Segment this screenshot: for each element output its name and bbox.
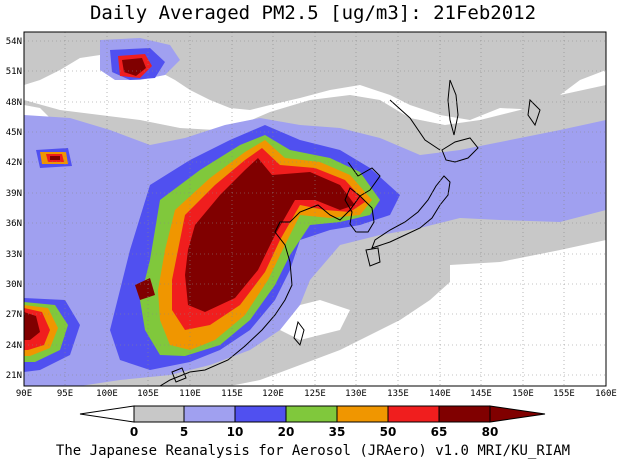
legend-label: 5 <box>180 425 188 439</box>
x-tick-label: 140E <box>429 389 451 399</box>
legend-label: 80 <box>482 425 499 439</box>
y-axis-labels: 21N 24N 27N 30N 33N 36N 39N 42N 45N 48N … <box>6 37 22 381</box>
x-tick-label: 115E <box>221 389 243 399</box>
legend-swatch <box>234 405 287 423</box>
y-tick-label: 36N <box>6 219 22 229</box>
y-tick-label: 54N <box>6 37 22 47</box>
legend-label: 20 <box>278 425 295 439</box>
x-tick-label: 105E <box>137 389 159 399</box>
china-coast <box>159 161 381 386</box>
sakhalin <box>447 79 459 136</box>
x-axis-labels: 90E 95E 100E 105E 110E 115E 120E 125E 13… <box>16 389 617 399</box>
coastlines <box>159 79 541 386</box>
legend-label: 65 <box>431 425 448 439</box>
japan-kyushu <box>365 247 381 267</box>
x-tick-label: 130E <box>345 389 367 399</box>
hainan <box>171 367 187 383</box>
japan-hokkaido <box>441 137 479 163</box>
credit-text: The Japanese Reanalysis for Aerosol (JRA… <box>55 443 571 459</box>
korea-coast <box>344 187 375 233</box>
gridlines <box>24 32 606 386</box>
y-tick-label: 39N <box>6 189 22 199</box>
legend-label: 0 <box>130 425 138 439</box>
y-tick-label: 48N <box>6 98 22 108</box>
x-tick-label: 155E <box>553 389 575 399</box>
legend-label: 35 <box>329 425 346 439</box>
x-tick-label: 100E <box>96 389 118 399</box>
y-tick-label: 33N <box>6 250 22 260</box>
legend-label: 10 <box>227 425 244 439</box>
x-tick-label: 160E <box>595 389 617 399</box>
x-tick-label: 120E <box>262 389 284 399</box>
japan-honshu <box>371 175 451 249</box>
color-legend <box>79 405 546 423</box>
legend-labels: 0 5 10 20 35 50 65 80 <box>130 425 499 439</box>
x-tick-label: 125E <box>304 389 326 399</box>
legend-swatch <box>387 405 440 423</box>
map-title: Daily Averaged PM2.5 [ug/m3]: 21Feb2012 <box>89 2 537 24</box>
legend-swatch <box>183 405 236 423</box>
contour-0-5 <box>24 105 606 386</box>
legend-swatch <box>285 405 338 423</box>
y-tick-label: 51N <box>6 67 22 77</box>
x-tick-label: 90E <box>16 389 32 399</box>
contour-80-plus <box>24 58 355 340</box>
plot-frame <box>23 31 607 387</box>
y-tick-label: 27N <box>6 310 22 320</box>
legend-label: 50 <box>380 425 397 439</box>
y-tick-label: 42N <box>6 158 22 168</box>
legend-swatch <box>133 405 185 423</box>
y-tick-label: 24N <box>6 341 22 351</box>
legend-swatch <box>336 405 389 423</box>
x-tick-label: 150E <box>512 389 534 399</box>
y-tick-label: 30N <box>6 280 22 290</box>
x-tick-label: 110E <box>179 389 201 399</box>
x-tick-label: 135E <box>387 389 409 399</box>
y-tick-label: 21N <box>6 371 22 381</box>
legend-swatch-max <box>489 405 546 423</box>
legend-swatch <box>438 405 491 423</box>
legend-swatch-min <box>79 405 135 423</box>
kamchatka <box>527 98 541 127</box>
x-tick-label: 95E <box>57 389 73 399</box>
russia-coast <box>389 99 441 151</box>
y-tick-label: 45N <box>6 128 22 138</box>
x-tick-label: 145E <box>470 389 492 399</box>
